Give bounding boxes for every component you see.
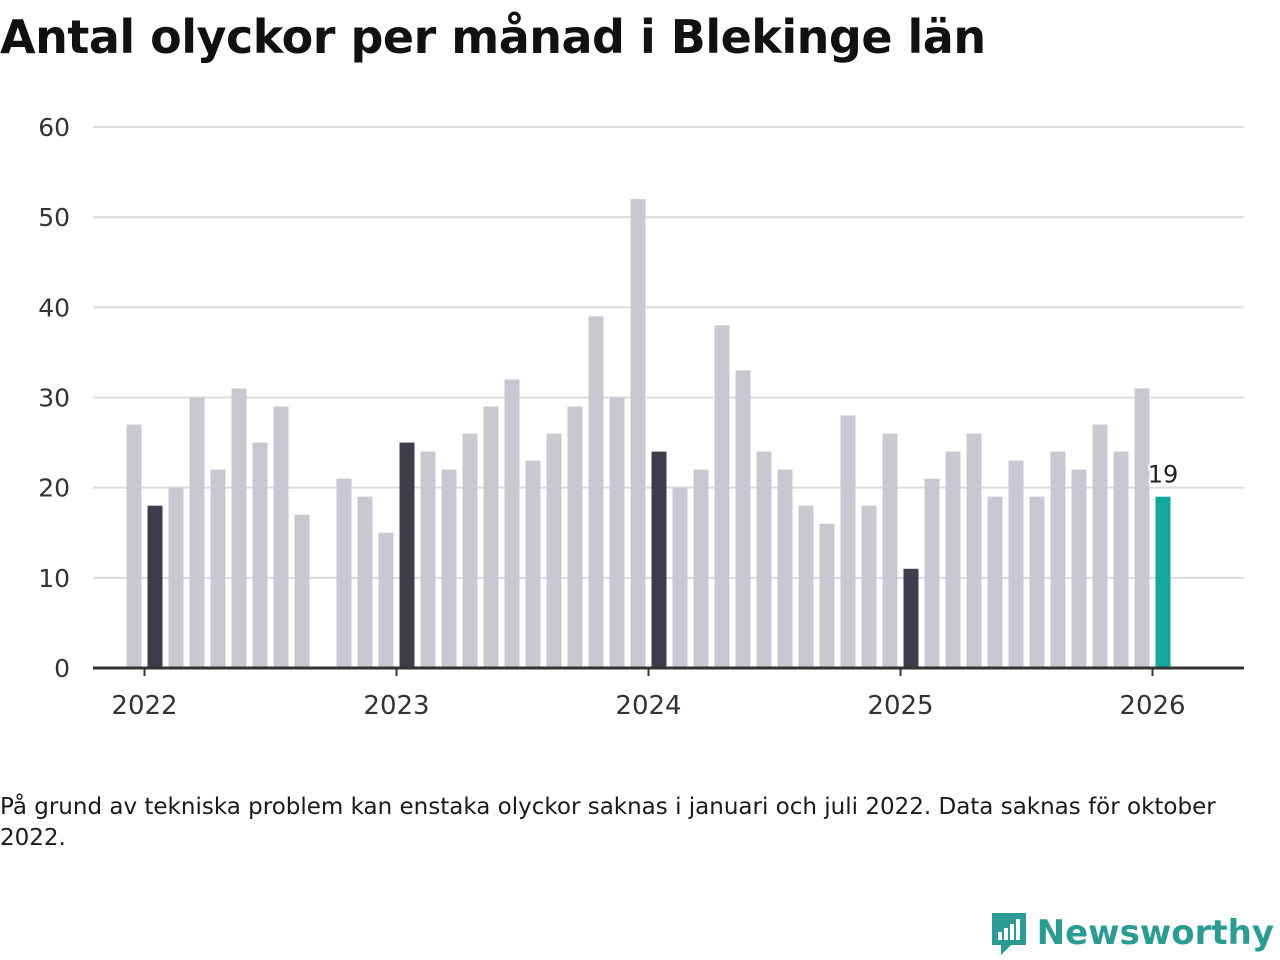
bar [651, 451, 667, 668]
bar [1134, 388, 1150, 668]
bar [609, 397, 625, 668]
bar [1155, 496, 1171, 668]
annotations: 19 [1146, 459, 1181, 491]
x-tick-label: 2024 [615, 691, 681, 721]
bar [273, 406, 289, 668]
bar [168, 487, 184, 668]
bar [1008, 460, 1024, 668]
value-label: 19 [1148, 461, 1179, 489]
bar [903, 568, 919, 668]
bar [945, 451, 961, 668]
footnote: På grund av tekniska problem kan enstaka… [0, 794, 1216, 851]
y-tick-label: 0 [54, 654, 70, 683]
x-tick-label: 2026 [1119, 691, 1185, 721]
bar [231, 388, 247, 668]
bar [336, 478, 352, 668]
bar [987, 496, 1003, 668]
brand-logo[interactable]: Newsworthy [989, 910, 1274, 956]
chart-title: Antal olyckor per månad i Blekinge län [0, 10, 986, 64]
bar [294, 514, 310, 668]
y-tick-label: 10 [38, 564, 70, 593]
bar [525, 460, 541, 668]
bar [357, 496, 373, 668]
bar [819, 523, 835, 668]
bar [1092, 424, 1108, 668]
bar [189, 397, 205, 668]
y-tick-label: 20 [38, 474, 70, 503]
bar [588, 316, 604, 668]
bar [777, 469, 793, 668]
bar [504, 379, 520, 668]
bar [861, 505, 877, 668]
y-tick-label: 60 [38, 113, 70, 142]
bar [1113, 451, 1129, 668]
bar [924, 478, 940, 668]
brand-name: Newsworthy [1036, 913, 1274, 953]
y-tick-label: 30 [38, 384, 70, 413]
bar [126, 424, 142, 668]
bar [399, 442, 415, 668]
bar [462, 433, 478, 668]
bar [252, 442, 268, 668]
x-tick-label: 2023 [363, 691, 429, 721]
bars [126, 199, 1171, 668]
x-axis: 2022 2023 2024 2025 2026 [93, 666, 1244, 721]
bar [210, 469, 226, 668]
bar [378, 532, 394, 668]
y-axis: 0 10 20 30 40 50 60 [38, 113, 70, 683]
bar-chart: 0 10 20 30 40 50 60 2022 2023 2024 2025 2026 19 [38, 113, 1244, 721]
bar [714, 325, 730, 668]
bar [693, 469, 709, 668]
bar [1071, 469, 1087, 668]
x-tick-label: 2025 [867, 691, 933, 721]
bar [966, 433, 982, 668]
bar [672, 487, 688, 668]
bar [147, 505, 163, 668]
bar [420, 451, 436, 668]
newsworthy-logo-icon [991, 913, 1026, 955]
x-tick-label: 2022 [111, 691, 177, 721]
bar [756, 451, 772, 668]
y-tick-label: 40 [38, 293, 70, 322]
bar [1029, 496, 1045, 668]
bar [798, 505, 814, 668]
bar [882, 433, 898, 668]
bar [441, 469, 457, 668]
bar [840, 415, 856, 668]
bar [735, 370, 751, 668]
bar [1050, 451, 1066, 668]
bar [567, 406, 583, 668]
bar [630, 199, 646, 668]
bar [483, 406, 499, 668]
bar [546, 433, 562, 668]
y-tick-label: 50 [38, 203, 70, 232]
